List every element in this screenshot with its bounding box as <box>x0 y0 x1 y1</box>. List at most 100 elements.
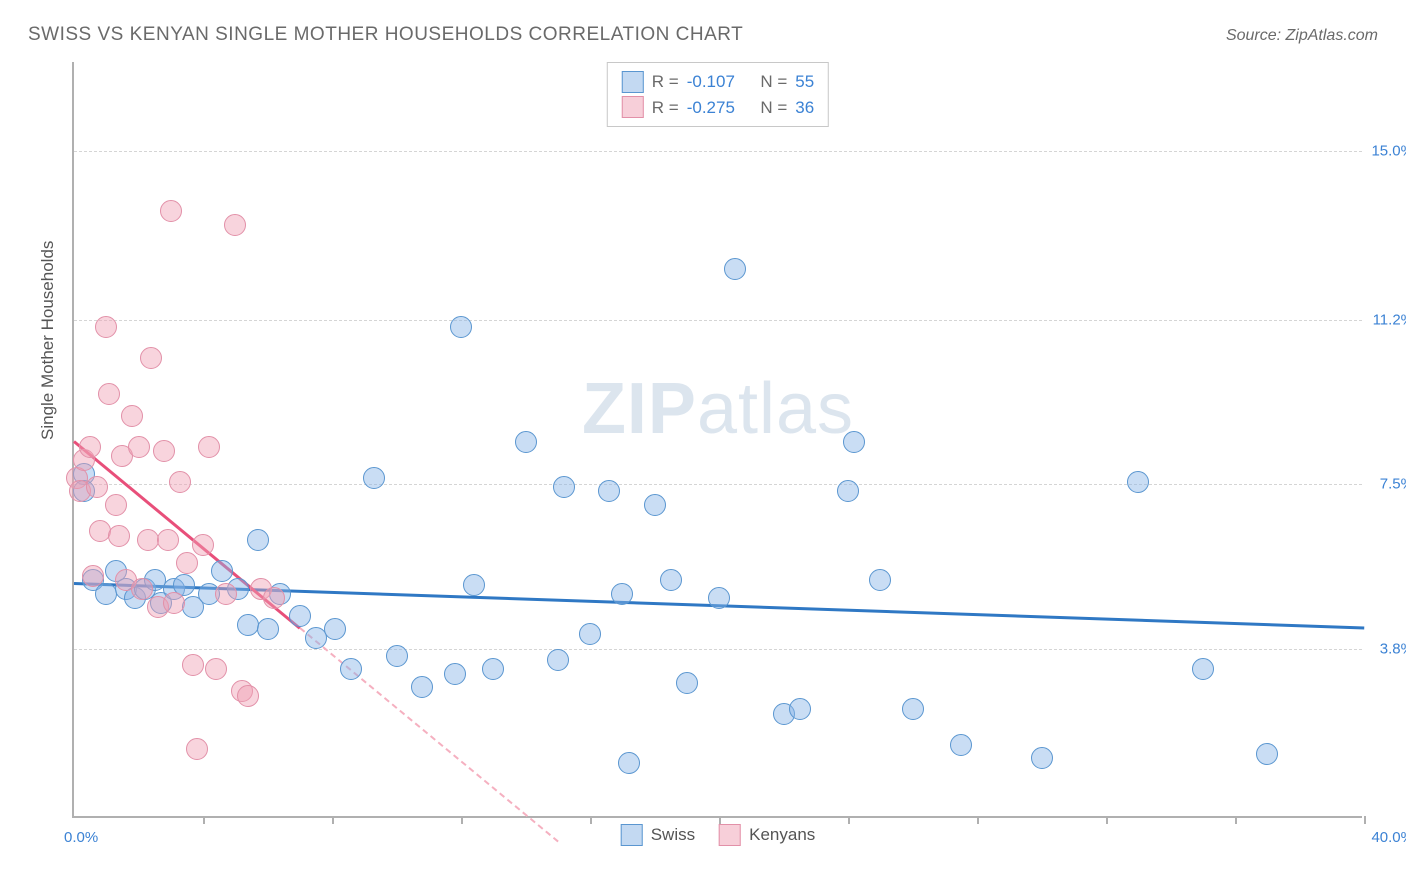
data-point-swiss <box>340 658 362 680</box>
data-point-kenyan <box>95 316 117 338</box>
stats-row-kenyan: R = -0.275 N = 36 <box>622 95 814 121</box>
series-legend: Swiss Kenyans <box>621 824 816 846</box>
x-tick <box>590 816 592 824</box>
swiss-swatch-icon <box>622 71 644 93</box>
source-prefix: Source: <box>1226 27 1286 44</box>
data-point-swiss <box>660 569 682 591</box>
data-point-swiss <box>444 663 466 685</box>
n-label: N = <box>760 69 787 95</box>
data-point-swiss <box>598 480 620 502</box>
data-point-swiss <box>1256 743 1278 765</box>
data-point-kenyan <box>82 565 104 587</box>
chart-header: SWISS VS KENYAN SINGLE MOTHER HOUSEHOLDS… <box>28 24 1378 46</box>
data-point-swiss <box>789 698 811 720</box>
legend-item-swiss: Swiss <box>621 824 695 846</box>
source-attribution: Source: ZipAtlas.com <box>1226 27 1378 45</box>
data-point-kenyan <box>89 520 111 542</box>
x-tick <box>1106 816 1108 824</box>
x-tick <box>719 816 721 824</box>
data-point-kenyan <box>86 476 108 498</box>
data-point-swiss <box>1031 747 1053 769</box>
n-value-swiss: 55 <box>795 69 814 95</box>
data-point-swiss <box>386 645 408 667</box>
gridline <box>74 320 1362 321</box>
data-point-kenyan <box>192 534 214 556</box>
data-point-swiss <box>902 698 924 720</box>
legend-label-swiss: Swiss <box>651 825 695 845</box>
data-point-kenyan <box>121 405 143 427</box>
data-point-kenyan <box>131 578 153 600</box>
x-tick <box>203 816 205 824</box>
y-axis-label: Single Mother Households <box>38 241 58 440</box>
legend-label-kenyan: Kenyans <box>749 825 815 845</box>
kenyan-swatch-icon <box>719 824 741 846</box>
gridline <box>74 649 1362 650</box>
data-point-swiss <box>869 569 891 591</box>
trendline-kenyan-dash <box>299 627 558 842</box>
data-point-swiss <box>553 476 575 498</box>
data-point-kenyan <box>160 200 182 222</box>
data-point-swiss <box>289 605 311 627</box>
data-point-swiss <box>611 583 633 605</box>
data-point-swiss <box>843 431 865 453</box>
data-point-kenyan <box>205 658 227 680</box>
n-label: N = <box>760 95 787 121</box>
y-tick-label: 11.2% <box>1373 311 1406 328</box>
data-point-swiss <box>411 676 433 698</box>
data-point-swiss <box>676 672 698 694</box>
data-point-swiss <box>1127 471 1149 493</box>
source-name: ZipAtlas.com <box>1286 27 1378 44</box>
legend-item-kenyan: Kenyans <box>719 824 815 846</box>
data-point-kenyan <box>186 738 208 760</box>
data-point-swiss <box>482 658 504 680</box>
data-point-kenyan <box>157 529 179 551</box>
data-point-swiss <box>237 614 259 636</box>
data-point-swiss <box>1192 658 1214 680</box>
watermark-bold: ZIP <box>582 369 697 449</box>
gridline <box>74 151 1362 152</box>
data-point-swiss <box>644 494 666 516</box>
chart-title: SWISS VS KENYAN SINGLE MOTHER HOUSEHOLDS… <box>28 24 743 46</box>
y-tick-label: 7.5% <box>1380 476 1406 493</box>
data-point-kenyan <box>182 654 204 676</box>
x-tick <box>332 816 334 824</box>
x-tick <box>1235 816 1237 824</box>
data-point-kenyan <box>140 347 162 369</box>
data-point-kenyan <box>105 494 127 516</box>
r-label: R = <box>652 69 679 95</box>
data-point-kenyan <box>224 214 246 236</box>
x-axis-min: 0.0% <box>64 829 98 846</box>
y-tick-label: 3.8% <box>1380 641 1406 658</box>
data-point-kenyan <box>153 440 175 462</box>
r-value-kenyan: -0.275 <box>687 95 735 121</box>
x-tick <box>1364 816 1366 824</box>
data-point-kenyan <box>108 525 130 547</box>
watermark: ZIPatlas <box>582 368 854 450</box>
plot-area: ZIPatlas R = -0.107 N = 55 R = -0.275 N … <box>72 62 1362 818</box>
data-point-swiss <box>618 752 640 774</box>
data-point-swiss <box>211 560 233 582</box>
swiss-swatch-icon <box>621 824 643 846</box>
data-point-kenyan <box>198 436 220 458</box>
data-point-swiss <box>450 316 472 338</box>
data-point-swiss <box>515 431 537 453</box>
data-point-swiss <box>463 574 485 596</box>
data-point-swiss <box>247 529 269 551</box>
gridline <box>74 484 1362 485</box>
data-point-swiss <box>547 649 569 671</box>
data-point-swiss <box>324 618 346 640</box>
data-point-kenyan <box>163 592 185 614</box>
r-label: R = <box>652 95 679 121</box>
kenyan-swatch-icon <box>622 96 644 118</box>
x-axis-max: 40.0% <box>1371 829 1406 846</box>
data-point-kenyan <box>79 436 101 458</box>
data-point-kenyan <box>128 436 150 458</box>
stats-row-swiss: R = -0.107 N = 55 <box>622 69 814 95</box>
data-point-kenyan <box>176 552 198 574</box>
data-point-swiss <box>950 734 972 756</box>
data-point-kenyan <box>237 685 259 707</box>
data-point-kenyan <box>263 587 285 609</box>
r-value-swiss: -0.107 <box>687 69 735 95</box>
data-point-swiss <box>837 480 859 502</box>
data-point-swiss <box>257 618 279 640</box>
